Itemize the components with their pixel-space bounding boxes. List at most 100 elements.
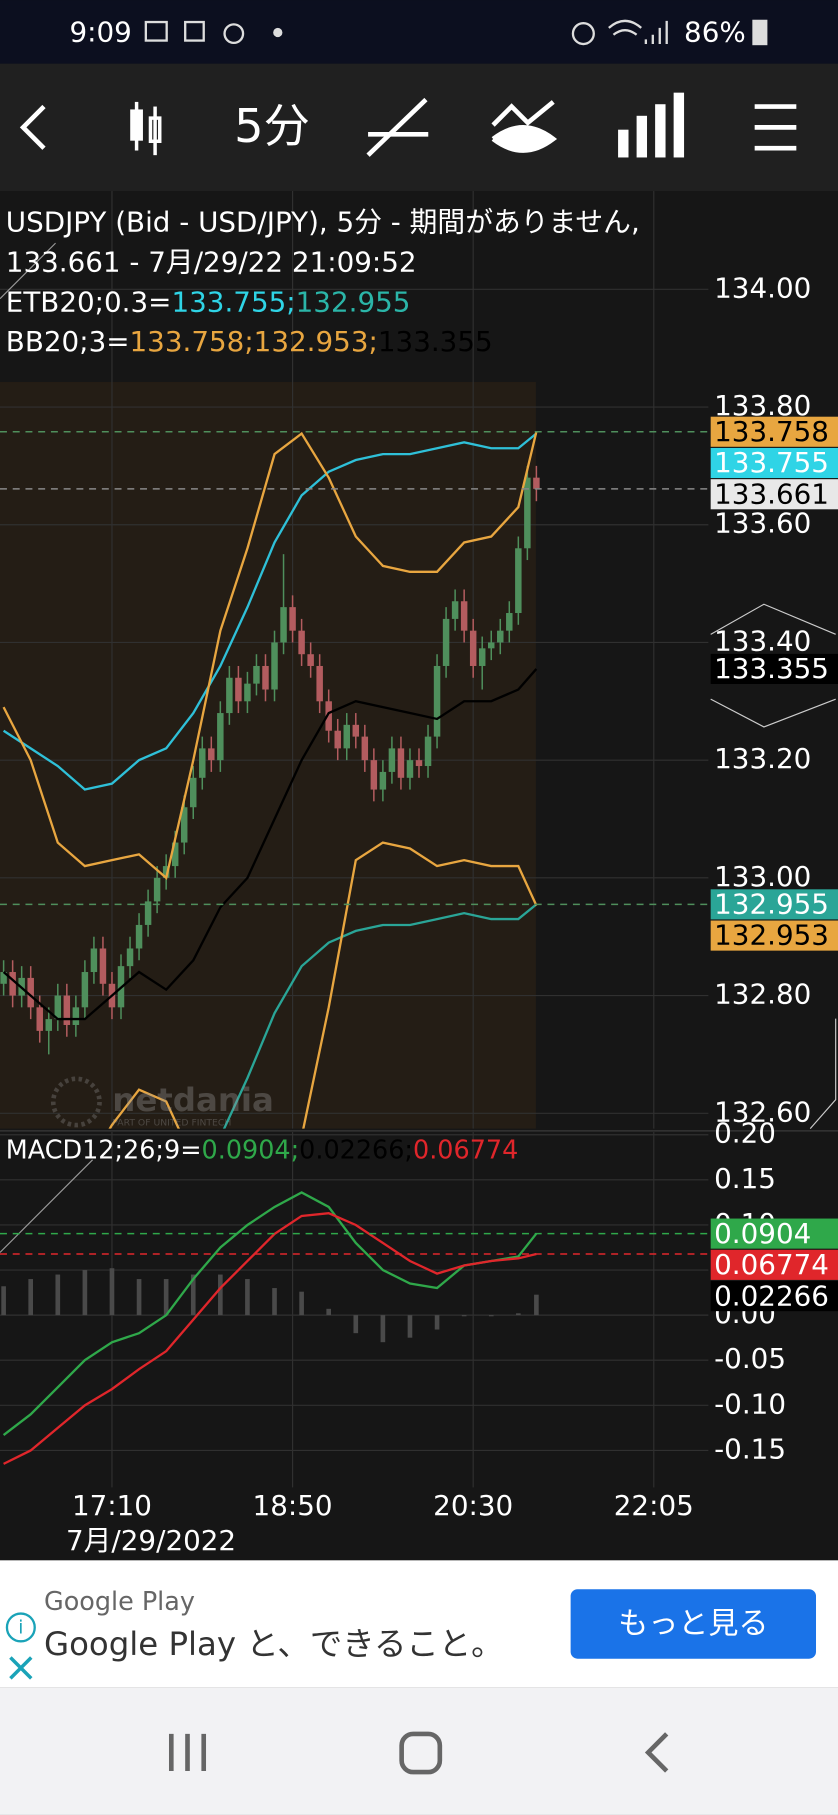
battery-level: 86% — [684, 16, 746, 49]
legend-segment: 0.02266; — [299, 1136, 413, 1166]
draw-button[interactable] — [366, 97, 429, 157]
candle-body — [190, 777, 197, 808]
candle-body — [415, 760, 423, 767]
candle-body — [45, 1019, 53, 1031]
candle-body — [90, 948, 98, 973]
candle-body — [199, 748, 206, 778]
candle-body — [533, 477, 540, 489]
price-label: 133.661 — [714, 477, 829, 510]
price-plot — [0, 431, 540, 1129]
y-tick-label: 132.60 — [714, 1095, 811, 1128]
price-label: 0.02266 — [714, 1279, 829, 1312]
candle-body — [9, 972, 16, 996]
candle-body — [515, 548, 522, 614]
indicator-line — [3, 1212, 537, 1465]
candle-body — [478, 648, 486, 666]
histogram-bar — [1, 1286, 6, 1316]
candle-body — [469, 630, 477, 666]
status-time: 9:09 — [69, 16, 131, 49]
histogram-bar — [534, 1294, 539, 1316]
axis-handle — [710, 603, 837, 1129]
price-label-box — [710, 1249, 838, 1280]
date-label: 7月/29/2022 — [66, 1524, 236, 1557]
histogram-bar — [28, 1279, 34, 1316]
histogram-bar — [380, 1315, 386, 1343]
nav-recent[interactable] — [168, 1733, 207, 1771]
candle-body — [334, 730, 341, 749]
y-tick-label: -0.15 — [714, 1432, 786, 1465]
price-label-box — [710, 416, 838, 447]
candle-body — [135, 924, 143, 949]
candle-body — [280, 607, 287, 643]
back-button[interactable] — [19, 104, 46, 150]
legend-segment: 0.06774 — [413, 1136, 518, 1166]
candle-body — [442, 618, 450, 666]
watermark-brand: netdania — [112, 1081, 274, 1119]
candle-body — [298, 630, 305, 655]
indicator-line — [2, 431, 538, 881]
histogram-bar — [163, 1279, 169, 1316]
candle-body — [171, 842, 179, 867]
x-tick-label: 22:05 — [614, 1489, 694, 1522]
candle-body — [451, 601, 459, 619]
header-line: ETB20;0.3=133.755;132.955 — [6, 285, 411, 318]
candle-body — [36, 1007, 43, 1031]
indicator-button[interactable] — [491, 100, 558, 153]
price-label: 0.0904 — [714, 1217, 811, 1250]
status-icons — [144, 19, 668, 46]
price-label: 132.953 — [714, 919, 829, 952]
header-segment: BB20;3= — [6, 325, 130, 358]
candle-body — [397, 748, 405, 778]
nav-home[interactable] — [399, 1731, 443, 1775]
price-label: 133.758 — [714, 415, 829, 448]
histogram-bar — [218, 1274, 223, 1316]
header-segment: ETB20;0.3= — [6, 285, 172, 318]
y-tick-label: 133.40 — [714, 624, 811, 657]
candle-body — [72, 1007, 80, 1025]
y-tick-label: 134.00 — [714, 271, 811, 304]
histogram-bar — [326, 1308, 332, 1316]
price-label-box — [710, 653, 838, 684]
header-segment: 133.661 - 7月/29/22 21:09:52 — [6, 245, 417, 278]
histogram-bar — [407, 1315, 413, 1338]
histogram-bar — [109, 1268, 115, 1316]
histogram-bar — [82, 1270, 88, 1316]
header-line: BB20;3=133.758;132.953;133.355 — [6, 325, 493, 358]
candle-body — [506, 613, 513, 631]
indicator-line — [2, 1191, 538, 1436]
ad-headline: Google Play と、できること。 — [44, 1625, 504, 1663]
ad-close[interactable] — [9, 1656, 33, 1680]
candle-body — [235, 677, 242, 702]
chart-type-button[interactable] — [130, 101, 162, 156]
y-tick-label: 0.20 — [714, 1117, 776, 1150]
indicator-line — [108, 841, 538, 1129]
candle-body — [271, 642, 278, 690]
x-tick-label: 18:50 — [253, 1489, 333, 1522]
toolbar — [0, 63, 838, 192]
volume-button[interactable] — [618, 92, 685, 158]
ad-button[interactable] — [570, 1589, 817, 1659]
header-segment: 132.955 — [296, 285, 411, 318]
header-segment: USDJPY (Bid - USD/JPY), 5分 - 期間がありません, — [6, 205, 640, 238]
watermark-tagline: PART OF UNITED FINTECH — [112, 1117, 231, 1128]
price-label-box — [710, 447, 838, 479]
price-label-box — [710, 1281, 838, 1312]
candle-body — [524, 477, 531, 549]
ad-info-icon[interactable] — [5, 1612, 36, 1643]
ad-button-label: もっと見る — [618, 1607, 768, 1642]
candle-body — [217, 713, 224, 761]
candle-body — [253, 665, 260, 684]
candle-body — [208, 748, 215, 761]
legend-segment: MACD12;26;9= — [6, 1136, 202, 1166]
status-bar — [0, 0, 838, 64]
candle-body — [180, 807, 188, 843]
candle-body — [244, 683, 251, 702]
x-tick-label: 20:30 — [433, 1489, 513, 1522]
nav-back[interactable] — [644, 1732, 669, 1773]
candle-body — [226, 677, 233, 714]
battery-icon — [752, 19, 768, 46]
price-label: 133.755 — [714, 446, 829, 479]
menu-button[interactable] — [754, 104, 797, 151]
interval-button[interactable]: 5分 — [234, 99, 310, 153]
histogram-bar — [461, 1315, 467, 1317]
